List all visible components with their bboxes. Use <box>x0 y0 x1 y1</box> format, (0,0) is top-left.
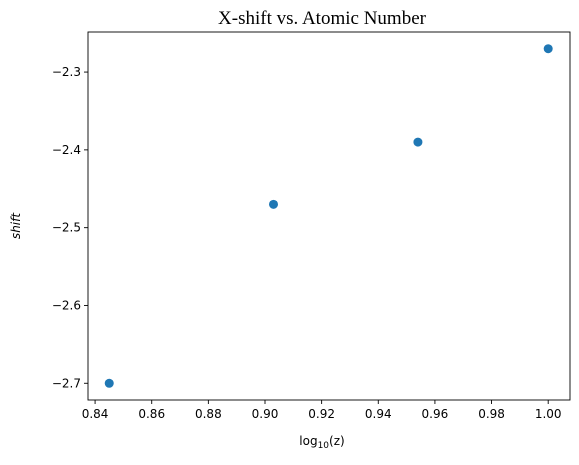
x-axis-label-base: log <box>299 434 317 448</box>
x-tick-label: 0.88 <box>195 407 222 421</box>
x-tick-label: 0.90 <box>252 407 279 421</box>
y-axis-label: shift <box>9 212 23 239</box>
y-tick-label: −2.3 <box>52 65 81 79</box>
x-tick-label: 0.96 <box>422 407 449 421</box>
x-tick-label: 0.98 <box>478 407 505 421</box>
data-point <box>105 379 114 388</box>
x-tick-label: 0.86 <box>138 407 165 421</box>
x-axis-label-subscript: 10 <box>318 441 330 451</box>
x-axis-label: log10(z) <box>299 434 344 451</box>
chart-title: X-shift vs. Atomic Number <box>218 8 427 29</box>
y-tick-label: −2.4 <box>52 143 81 157</box>
y-tick-label: −2.5 <box>52 221 81 235</box>
data-points <box>105 44 553 388</box>
x-tick-label: 0.92 <box>308 407 335 421</box>
data-point <box>413 138 422 147</box>
x-axis-label-tail: (z) <box>329 434 345 448</box>
x-axis: 0.84 0.86 0.88 0.90 0.92 0.94 0.96 0.98 1.00 <box>82 400 562 421</box>
x-tick-label: 0.84 <box>82 407 109 421</box>
x-tick-label: 1.00 <box>535 407 562 421</box>
data-point <box>269 200 278 209</box>
data-point <box>544 44 553 53</box>
y-tick-label: −2.6 <box>52 298 81 312</box>
y-axis: −2.7 −2.6 −2.5 −2.4 −2.3 <box>52 65 88 390</box>
y-tick-label: −2.7 <box>52 376 81 390</box>
plot-frame <box>88 32 570 400</box>
x-tick-label: 0.94 <box>365 407 392 421</box>
